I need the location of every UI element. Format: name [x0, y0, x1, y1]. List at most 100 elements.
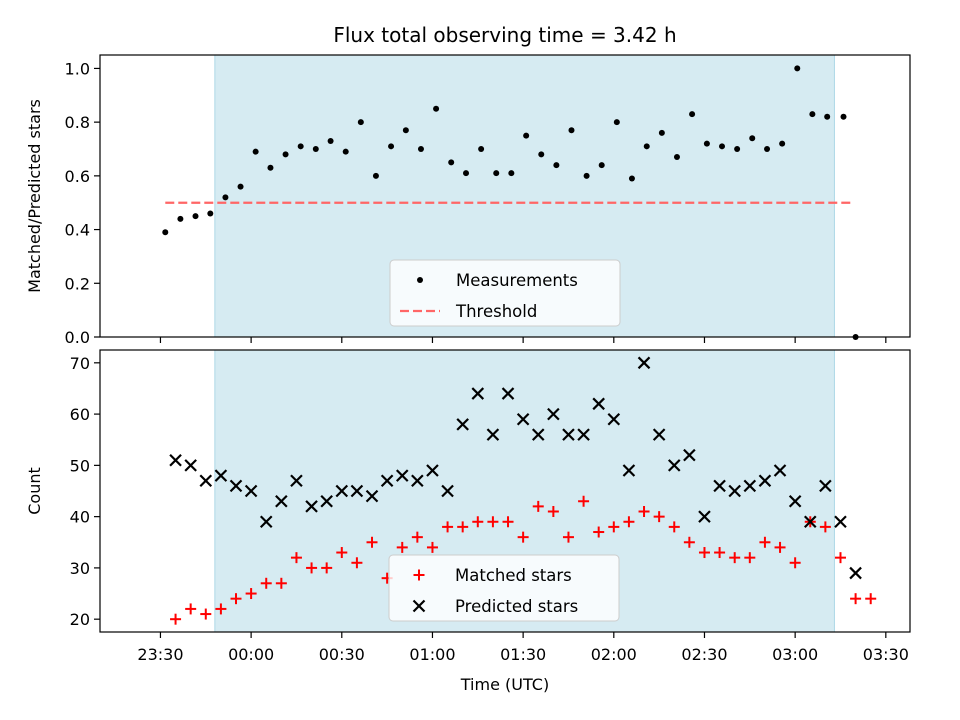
legend-box	[388, 554, 620, 622]
matched-star-point	[260, 577, 272, 589]
y-tick-label: 30	[70, 559, 90, 578]
legend: Measurements Threshold	[389, 259, 621, 327]
y-tick-label: 50	[70, 456, 90, 475]
legend-label: Predicted stars	[455, 597, 578, 616]
measurement-point	[448, 159, 455, 166]
matched-star-point	[638, 506, 650, 518]
matched-star-point	[789, 557, 801, 569]
measurement-point	[643, 143, 650, 150]
matched-star-point	[774, 541, 786, 553]
predicted-star-point	[698, 510, 711, 523]
predicted-star-point	[335, 484, 349, 498]
matched-star-point	[457, 521, 469, 533]
matched-star-point	[170, 613, 182, 625]
ratio-panel: 0.0 0.2 0.4 0.6 0.8 1.0 Matched/Predicted star…	[25, 54, 911, 347]
measurement-point	[583, 172, 590, 179]
y-tick-label: 70	[70, 354, 90, 373]
predicted-star-point	[743, 479, 757, 493]
y-tick-label: 0.8	[65, 113, 90, 132]
matched-star-point	[245, 588, 257, 600]
y-axis-label: Matched/Predicted stars	[25, 99, 44, 293]
y-tick-label: 60	[70, 405, 90, 424]
measurement-point	[824, 113, 831, 120]
matched-star-point	[336, 547, 348, 559]
predicted-star-point	[395, 469, 409, 482]
matched-star-point	[351, 557, 363, 569]
matched-star-point	[759, 536, 771, 548]
predicted-star-point	[259, 515, 273, 529]
predicted-star-point	[426, 464, 439, 477]
predicted-star-point	[305, 500, 318, 513]
predicted-star-point	[456, 418, 469, 431]
plot-frame	[99, 349, 911, 633]
y-tick-label: 1.0	[65, 59, 90, 78]
measurement-point	[703, 140, 710, 147]
matched-star-point	[729, 552, 741, 564]
matched-star-point	[426, 541, 438, 553]
measurement-point	[372, 172, 379, 179]
matched-star-point	[623, 516, 635, 528]
matched-star-point	[865, 593, 877, 605]
y-tick-label: 0.2	[65, 274, 90, 293]
measurement-point	[764, 146, 771, 152]
matched-star-point	[532, 500, 544, 512]
matched-star-point	[698, 547, 710, 559]
matched-star-point	[215, 603, 227, 615]
predicted-star-point	[622, 464, 636, 477]
matched-star-point	[411, 531, 423, 543]
legend-label: Threshold	[455, 302, 537, 321]
y-tick-label: 20	[70, 610, 90, 629]
count-panel: 20 30 40 50 60 70 23:30 00:00 00:30 01:00 01:30 02:…	[25, 349, 911, 664]
measurement-point	[523, 132, 530, 139]
predicted-star-point	[819, 479, 832, 493]
x-tick-label: 02:30	[681, 645, 727, 664]
measurement-point	[719, 143, 726, 150]
x-tick-label: 23:30	[137, 645, 183, 664]
matched-star-point	[578, 495, 590, 507]
predicted-star-point	[275, 494, 288, 508]
measurement-point	[207, 210, 214, 217]
predicted-star-point	[728, 484, 741, 498]
measurement-point	[237, 183, 244, 190]
measurement-point	[312, 146, 319, 152]
predicted-star-point	[562, 428, 575, 441]
matched-star-point	[321, 562, 333, 574]
matched-star-point	[850, 593, 862, 605]
predicted-star-point	[652, 428, 666, 441]
predicted-star-point	[441, 484, 454, 498]
measurement-point	[463, 170, 470, 177]
matched-star-point	[517, 531, 529, 543]
predicted-star-point	[758, 474, 772, 488]
measurement-point	[388, 143, 395, 150]
matched-star-point	[230, 593, 242, 605]
measurement-point	[689, 111, 696, 118]
matched-star-point	[744, 552, 756, 564]
measurement-point	[568, 127, 575, 134]
measurement-point	[282, 151, 289, 158]
predicted-star-point	[849, 566, 862, 580]
predicted-star-point	[547, 407, 560, 421]
predicted-star-point	[607, 412, 621, 426]
matched-star-point	[547, 506, 559, 518]
matched-star-point	[442, 521, 454, 533]
measurement-point	[779, 140, 786, 147]
predicted-star-point	[637, 356, 651, 370]
matched-star-point	[487, 516, 499, 528]
measurement-point	[357, 119, 364, 126]
predicted-star-point	[773, 464, 787, 477]
x-tick-label: 03:00	[772, 645, 818, 664]
plot-frame	[99, 54, 911, 338]
measurement-point	[538, 151, 545, 158]
measurement-point	[478, 146, 485, 152]
x-tick-label: 01:30	[500, 645, 546, 664]
measurement-point	[749, 135, 756, 142]
y-tick-label: 40	[70, 508, 90, 527]
chart-title: Flux total observing time = 3.42 h	[333, 23, 676, 47]
measurement-point	[658, 129, 665, 136]
y-tick-label: 0.0	[65, 328, 90, 347]
measurement-point	[553, 162, 560, 169]
measurement-point	[327, 137, 334, 144]
predicted-star-point	[350, 484, 364, 498]
measurement-point	[840, 113, 847, 120]
matched-star-point	[834, 552, 846, 564]
